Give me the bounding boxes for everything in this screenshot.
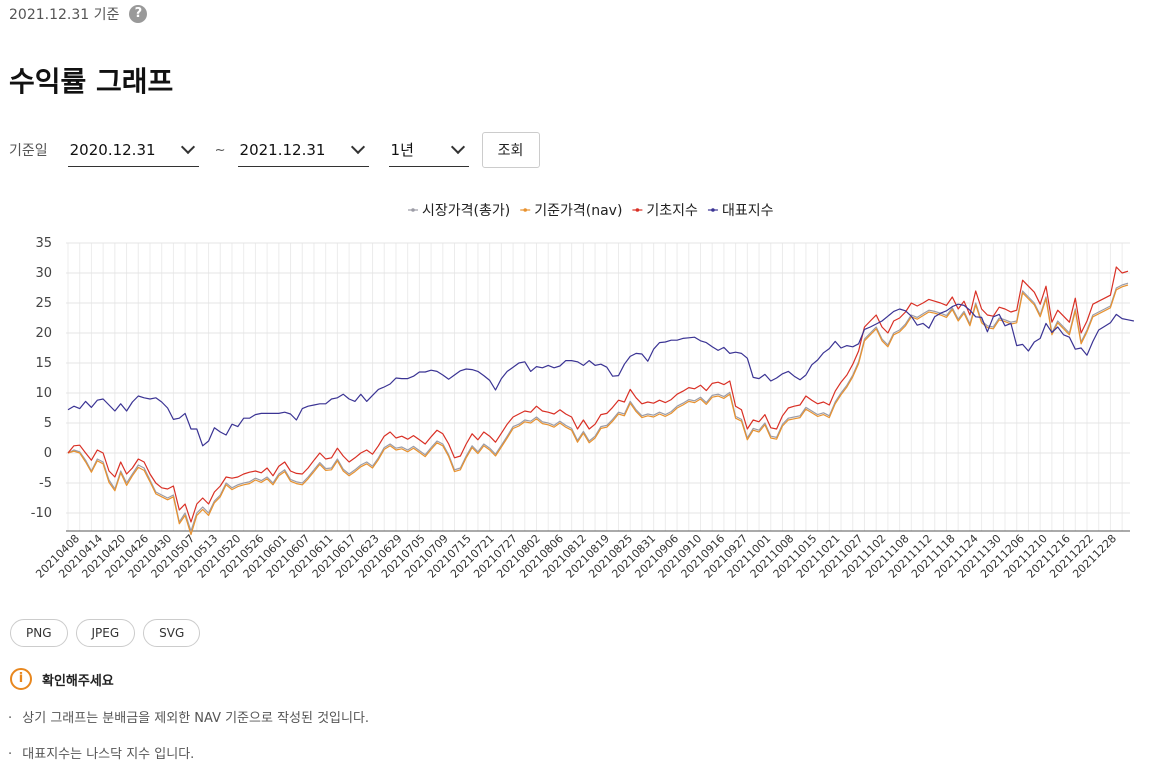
end-date-select[interactable]: 2021.12.31 — [237, 133, 369, 167]
start-date-value: 2020.12.31 — [69, 140, 156, 159]
legend-marker-dot — [711, 208, 715, 212]
end-date-value: 2021.12.31 — [239, 140, 326, 159]
period-value: 1년 — [390, 141, 414, 159]
series-line-1 — [67, 284, 1129, 536]
legend-item-2[interactable]: 기초지수 — [632, 203, 698, 219]
question-icon[interactable]: ? — [129, 5, 148, 23]
start-date-select[interactable]: 2020.12.31 — [67, 133, 199, 167]
export-buttons: PNG JPEG SVG — [10, 619, 208, 647]
legend-label: 기초지수 — [646, 203, 698, 219]
y-tick-label: 0 — [44, 446, 52, 461]
y-tick-label: 15 — [35, 356, 52, 371]
export-png-button[interactable]: PNG — [10, 619, 68, 647]
series-line-3 — [67, 303, 1135, 447]
page-title: 수익률 그래프 — [9, 65, 174, 98]
y-tick-label: 35 — [35, 236, 52, 251]
returns-chart: 시장가격(총가) 기준가격(nav) 기초지수 대표지수 35 30 25 20 15 10 5 0… — [31, 203, 1135, 581]
series-line-2 — [67, 266, 1129, 523]
notice-item-text: 상기 그래프는 분배금을 제외한 NAV 기준으로 작성된 것입니다. — [22, 711, 370, 726]
period-select[interactable]: 1년 — [388, 133, 469, 167]
legend-marker-dot — [523, 208, 528, 212]
y-tick-label: 25 — [35, 296, 52, 311]
legend-marker-dot — [411, 208, 415, 212]
chart-series — [67, 266, 1135, 536]
y-tick-label: 5 — [44, 416, 52, 431]
as-of-date: 2021.12.31 기준 ? — [9, 4, 148, 24]
y-tick-label: 30 — [35, 266, 52, 281]
chevron-down-icon — [450, 139, 465, 154]
chart-legend[interactable]: 시장가격(총가) 기준가격(nav) 기초지수 대표지수 — [408, 203, 774, 219]
legend-item-1[interactable]: 기준가격(nav) — [520, 203, 622, 219]
query-button[interactable]: 조회 — [481, 132, 540, 168]
series-line-0 — [67, 282, 1129, 532]
legend-label: 시장가격(총가) — [422, 203, 510, 219]
chart-grid — [66, 242, 1130, 531]
notice-header: i 확인해주세요 — [10, 668, 114, 690]
legend-item-3[interactable]: 대표지수 — [707, 203, 774, 219]
y-tick-label: 10 — [35, 386, 52, 401]
y-axis: 35 30 25 20 15 10 5 0 -5 -10 — [31, 236, 52, 521]
date-filter-bar: 기준일 2020.12.31 ~ 2021.12.31 1년 조회 — [9, 132, 540, 168]
notice-bullet: · — [8, 711, 13, 726]
legend-item-0[interactable]: 시장가격(총가) — [408, 203, 510, 219]
info-icon: i — [10, 668, 32, 690]
date-range-separator: ~ — [214, 142, 226, 158]
y-tick-label: -10 — [31, 506, 52, 521]
notice-title: 확인해주세요 — [42, 673, 114, 689]
chevron-down-icon — [350, 139, 365, 154]
export-svg-button[interactable]: SVG — [143, 619, 201, 647]
notice-item: · 상기 그래프는 분배금을 제외한 NAV 기준으로 작성된 것입니다. — [8, 707, 369, 726]
legend-label: 기준가격(nav) — [534, 203, 622, 219]
notice-item-text: 대표지수는 나스닥 지수 입니다. — [22, 747, 195, 762]
date-filter-label: 기준일 — [9, 143, 48, 159]
legend-label: 대표지수 — [722, 203, 774, 219]
x-axis: 2021040820210414202104202021042620210430… — [33, 530, 1130, 581]
export-jpeg-button[interactable]: JPEG — [75, 619, 136, 647]
legend-marker-dot — [635, 208, 640, 212]
chevron-down-icon — [180, 139, 195, 154]
y-tick-label: 20 — [35, 326, 52, 341]
y-tick-label: -5 — [39, 476, 52, 491]
notice-item: · 대표지수는 나스닥 지수 입니다. — [8, 743, 194, 762]
as-of-date-text: 2021.12.31 기준 — [9, 7, 120, 23]
notice-bullet: · — [8, 747, 13, 762]
